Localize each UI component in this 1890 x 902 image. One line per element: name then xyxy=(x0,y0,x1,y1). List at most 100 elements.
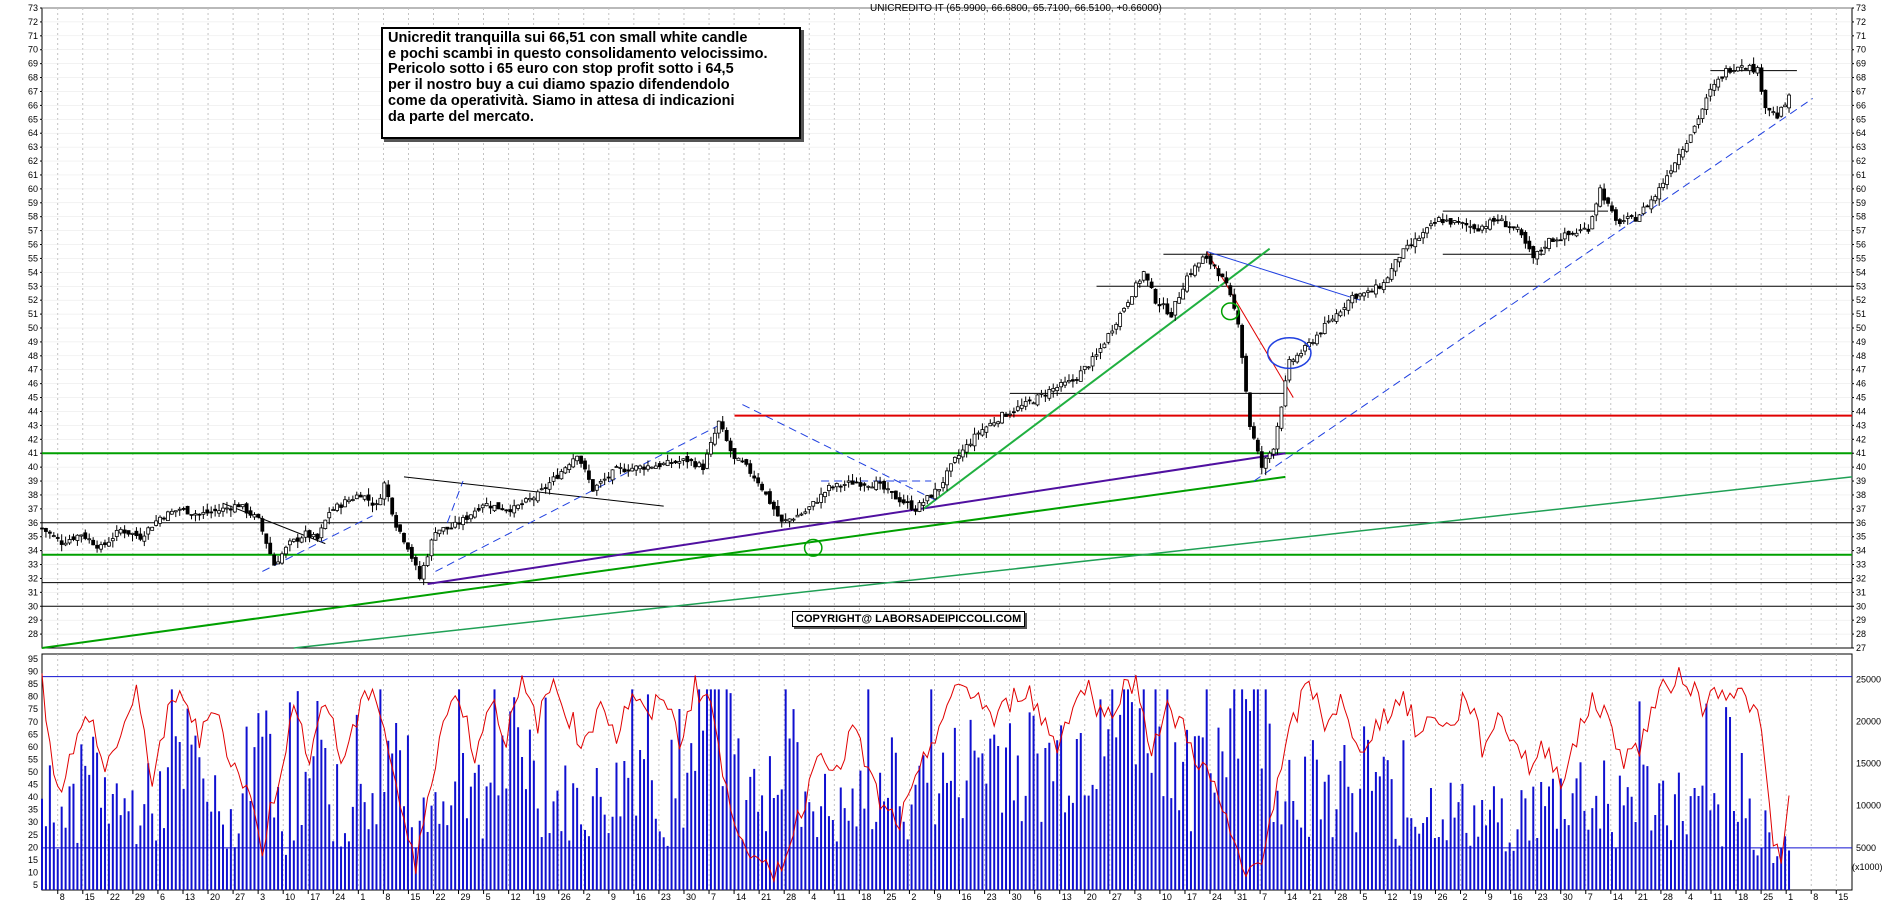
candle-body xyxy=(299,537,304,543)
candle-body xyxy=(878,481,883,484)
candle-body xyxy=(1696,118,1701,125)
y-tick-label: 73 xyxy=(28,3,38,13)
y-tick-label: 44 xyxy=(1856,406,1866,416)
x-tick-label: 21 xyxy=(1312,892,1322,902)
candle-body xyxy=(1346,299,1351,311)
y-tick-label: 54 xyxy=(1856,267,1866,277)
candle-body xyxy=(657,463,662,468)
candle-body xyxy=(1059,382,1064,388)
x-tick-label: 27 xyxy=(235,892,245,902)
candle-body xyxy=(1130,296,1134,305)
candle-body xyxy=(1000,411,1004,424)
candle-body xyxy=(350,499,355,501)
candle-body xyxy=(567,464,572,471)
candle-body xyxy=(232,504,237,513)
candle-body xyxy=(1031,402,1036,405)
x-tick-label: 13 xyxy=(1062,892,1072,902)
candle-body xyxy=(181,508,186,510)
candle-body xyxy=(1252,426,1256,439)
candle-body xyxy=(122,529,127,534)
candle-body xyxy=(209,511,214,514)
y-tick-label: 68 xyxy=(28,73,38,83)
y-tick-label: 28 xyxy=(28,629,38,639)
candle-body xyxy=(1106,333,1111,343)
candle-body xyxy=(1303,345,1307,352)
candle-body xyxy=(173,510,178,513)
y-tick-label: 45 xyxy=(28,780,38,790)
candle-body xyxy=(949,463,953,472)
candle-body xyxy=(1767,107,1772,111)
dashed-trend-line xyxy=(435,424,720,572)
candle-body xyxy=(610,469,615,481)
y-tick-label: 32 xyxy=(28,573,38,583)
y-tick-label: 33 xyxy=(1856,560,1866,570)
candle-body xyxy=(150,526,155,531)
y-tick-label: 40 xyxy=(28,462,38,472)
y-tick-label: 37 xyxy=(1856,504,1866,514)
candle-body xyxy=(40,527,44,530)
x-tick-label: 24 xyxy=(335,892,345,902)
candle-body xyxy=(63,542,68,546)
candle-body xyxy=(1665,175,1669,185)
candle-body xyxy=(1212,264,1217,267)
candle-body xyxy=(543,487,548,489)
x-tick-label: 23 xyxy=(661,892,671,902)
y-tick-label: 41 xyxy=(1856,448,1866,458)
candle-body xyxy=(819,493,823,503)
candle-body xyxy=(1661,182,1666,189)
candle-body xyxy=(83,532,88,539)
candle-body xyxy=(1554,239,1559,242)
y-tick-label: 71 xyxy=(28,31,38,41)
candle-body xyxy=(1149,281,1154,289)
y-tick-label: 56 xyxy=(1856,240,1866,250)
candle-body xyxy=(1507,226,1512,229)
x-tick-label: 26 xyxy=(561,892,571,902)
candle-body xyxy=(748,463,753,474)
candle-body xyxy=(158,516,162,524)
candle-body xyxy=(476,508,481,511)
candle-body xyxy=(795,514,800,518)
candle-body xyxy=(323,519,328,529)
x-tick-label: 19 xyxy=(536,892,546,902)
candle-body xyxy=(701,463,705,471)
candle-body xyxy=(1220,273,1225,278)
candle-body xyxy=(1098,348,1103,353)
candle-body xyxy=(378,497,383,506)
candle-body xyxy=(1590,216,1595,230)
x-tick-label: 25 xyxy=(1763,892,1773,902)
candle-body xyxy=(307,530,312,538)
candle-body xyxy=(347,499,351,503)
candle-body xyxy=(1039,392,1044,395)
y-tick-label: 36 xyxy=(28,518,38,528)
x-tick-label: 9 xyxy=(611,892,616,902)
x-tick-label: 2 xyxy=(586,892,591,902)
candle-body xyxy=(1716,78,1721,88)
candle-body xyxy=(1366,290,1370,293)
candle-body xyxy=(1440,219,1445,224)
candle-body xyxy=(1425,227,1429,234)
y-tick-label: 35 xyxy=(1856,532,1866,542)
candle-body xyxy=(890,490,894,493)
candle-body xyxy=(1499,218,1504,221)
candle-body xyxy=(1334,313,1339,322)
note-line: Unicredit tranquilla sui 66,51 con small… xyxy=(388,30,748,46)
candle-body xyxy=(457,522,461,525)
y-tick-label: 52 xyxy=(1856,295,1866,305)
candle-body xyxy=(1381,282,1386,291)
candle-body xyxy=(1314,334,1319,345)
candle-body xyxy=(134,530,139,537)
y-tick-label: 10 xyxy=(28,867,38,877)
candle-body xyxy=(1027,399,1032,402)
candle-body xyxy=(1645,205,1650,208)
candle-body xyxy=(1094,354,1099,357)
candle-body xyxy=(618,467,623,469)
y-tick-label: 70 xyxy=(1856,45,1866,55)
candle-body xyxy=(1181,288,1185,300)
candle-body xyxy=(917,502,922,512)
candle-body xyxy=(771,501,776,510)
candle-body xyxy=(882,480,886,490)
candle-body xyxy=(1271,448,1276,455)
candle-body xyxy=(51,535,56,538)
x-tick-label: 11 xyxy=(836,892,845,902)
candle-body xyxy=(1763,89,1768,109)
